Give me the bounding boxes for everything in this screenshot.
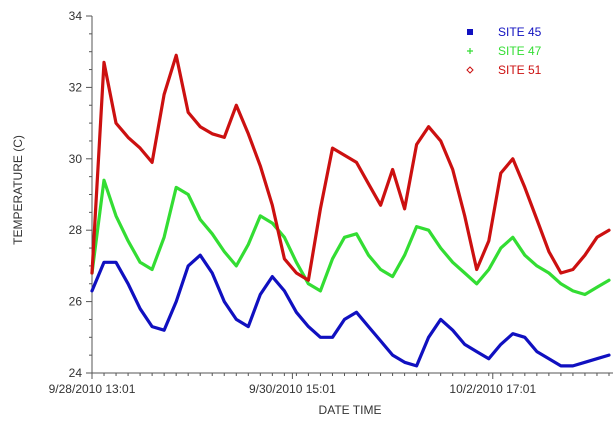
y-tick-label: 32: [69, 80, 83, 94]
x-tick-label: 9/30/2010 15:01: [249, 382, 336, 396]
x-tick-label: 9/28/2010 13:01: [49, 382, 136, 396]
y-tick-label: 24: [69, 366, 83, 380]
series-line-site-45: [90, 253, 611, 368]
series-line-site-47: [90, 178, 611, 297]
legend-marker-diamond: [466, 66, 474, 74]
y-tick-label: 34: [69, 9, 83, 23]
x-tick-label: 10/2/2010 17:01: [449, 382, 536, 396]
y-tick-label: 28: [69, 223, 83, 237]
legend-label: SITE 45: [498, 25, 542, 39]
legend-marker-square: [467, 29, 473, 35]
y-tick-label: 30: [69, 152, 83, 166]
legend-item: SITE 47: [467, 44, 542, 58]
plot-area: [90, 53, 611, 368]
axes: 24 26 28 30 32 34 9/28/2010 13:01 9/30/2010 15:…: [49, 9, 613, 396]
legend-item: SITE 51: [466, 63, 542, 77]
y-tick-label: 26: [69, 295, 83, 309]
x-axis-title: DATE TIME: [319, 403, 382, 417]
legend-item: SITE 45: [467, 25, 542, 39]
y-axis-title: TEMPERATURE (C): [11, 135, 25, 245]
series-line-site-51: [90, 53, 611, 282]
legend-label: SITE 47: [498, 44, 542, 58]
legend-marker-plus: [467, 48, 473, 54]
legend-label: SITE 51: [498, 63, 542, 77]
legend: SITE 45 SITE 47 SITE 51: [466, 25, 542, 77]
